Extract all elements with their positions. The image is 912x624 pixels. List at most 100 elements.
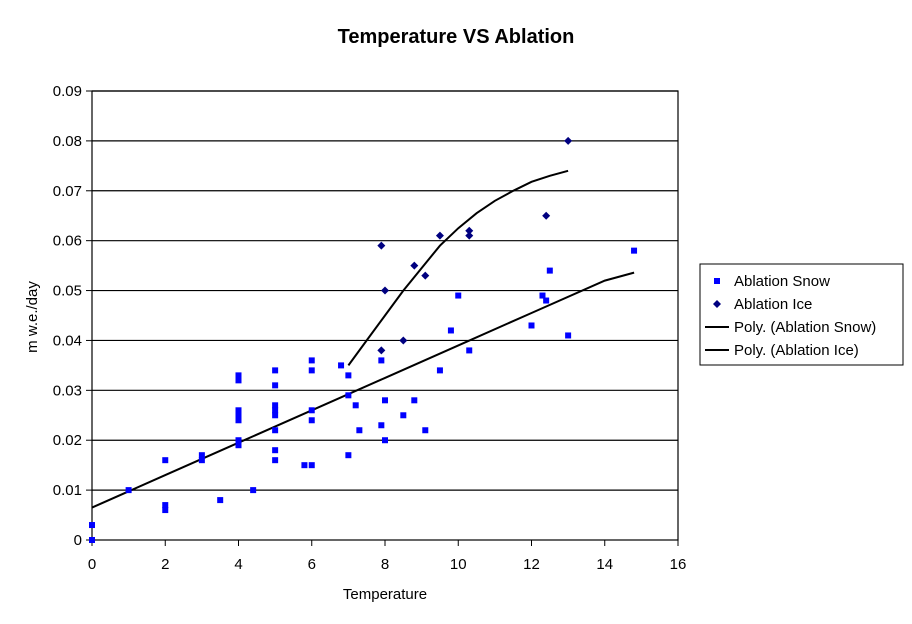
- y-tick-label: 0.06: [53, 233, 82, 250]
- legend-label: Poly. (Ablation Snow): [734, 319, 876, 336]
- ice-point: [377, 346, 386, 355]
- snow-point: [235, 442, 242, 449]
- snow-point: [539, 292, 546, 299]
- legend: Ablation Snow Ablation Ice Poly. (Ablation…: [699, 263, 904, 366]
- snow-point: [125, 487, 132, 494]
- snow-point: [308, 367, 315, 374]
- snow-point: [272, 367, 279, 374]
- snow-point: [235, 372, 242, 379]
- plot-frame: [91, 90, 679, 541]
- x-tick-label: 16: [670, 556, 687, 573]
- snow-point: [308, 357, 315, 364]
- snow-point: [565, 332, 572, 339]
- y-tick-label: 0.07: [53, 183, 82, 200]
- snow-point: [400, 412, 407, 419]
- legend-label: Ablation Ice: [734, 296, 812, 313]
- x-tick-label: 0: [88, 556, 96, 573]
- ice-point: [377, 241, 386, 250]
- snow-point: [466, 347, 473, 354]
- ice-point: [399, 336, 408, 345]
- snow-point: [411, 397, 418, 404]
- snow-point: [235, 412, 242, 419]
- legend-label: Ablation Snow: [734, 273, 830, 290]
- snow-point: [378, 357, 385, 364]
- snow-point: [89, 537, 95, 543]
- snow-point: [345, 372, 352, 379]
- y-tick-label: 0.09: [53, 83, 82, 100]
- snow-point: [272, 427, 279, 434]
- x-tick-label: 12: [523, 556, 540, 573]
- y-tick-label: 0.08: [53, 133, 82, 150]
- snow-point: [217, 497, 224, 504]
- ice-point: [381, 286, 389, 295]
- ice-point: [465, 226, 474, 235]
- x-tick-label: 14: [596, 556, 613, 573]
- snow-point: [235, 407, 242, 414]
- y-tick-label: 0.04: [53, 332, 82, 349]
- snow-point: [89, 522, 95, 529]
- legend-label: Poly. (Ablation Ice): [734, 342, 859, 359]
- snow-point: [543, 297, 550, 304]
- legend-box: [699, 263, 904, 366]
- x-axis-label: Temperature: [343, 586, 427, 603]
- snow-point: [356, 427, 363, 434]
- snow-point: [528, 322, 535, 329]
- snow-point: [546, 267, 553, 274]
- snow-point: [272, 402, 279, 409]
- ice-point: [410, 261, 419, 270]
- snow-point: [272, 457, 279, 464]
- legend-snow-marker: [714, 278, 720, 284]
- snow-point: [631, 247, 638, 254]
- snow-point: [162, 502, 169, 509]
- snow-point: [436, 367, 443, 374]
- y-tick-label: 0.05: [53, 283, 82, 300]
- trendline-snow: [91, 271, 635, 509]
- snow-point: [162, 507, 169, 514]
- chart-title: Temperature VS Ablation: [338, 26, 575, 48]
- snow-point: [198, 452, 205, 459]
- snow-point: [352, 402, 359, 409]
- plot-layer: 0 0.01 0.02 0.03 0.04 0.05 0.06 0.07 0.08 0.09 0 2 4…: [53, 83, 687, 573]
- snow-point: [378, 422, 385, 429]
- snow-point: [301, 462, 308, 469]
- snow-point: [272, 412, 279, 419]
- x-tick-label: 2: [161, 556, 169, 573]
- y-tick-label: 0.01: [53, 482, 82, 499]
- snow-point: [447, 327, 454, 334]
- snow-point: [345, 392, 352, 399]
- y-tick-label: 0.03: [53, 382, 82, 399]
- legend-ice-marker: [713, 300, 721, 308]
- snow-point: [338, 362, 345, 369]
- snow-point: [308, 417, 315, 424]
- snow-point: [235, 377, 242, 384]
- snow-point: [382, 437, 388, 444]
- snow-point: [308, 462, 315, 469]
- snow-point: [272, 407, 279, 414]
- snow-point: [308, 407, 315, 414]
- y-tick-label: 0: [74, 532, 82, 549]
- snow-point: [422, 427, 429, 434]
- snow-point: [162, 457, 169, 464]
- ice-point: [465, 231, 474, 240]
- x-tick-label: 8: [381, 556, 389, 573]
- snow-point: [455, 292, 462, 299]
- x-tick-label: 10: [450, 556, 467, 573]
- ice-point: [564, 136, 573, 145]
- snow-point: [272, 382, 279, 389]
- ice-point: [421, 271, 430, 280]
- snow-point: [235, 417, 242, 424]
- snow-point: [250, 487, 257, 494]
- x-tick-label: 6: [308, 556, 316, 573]
- ice-point: [435, 231, 444, 240]
- y-axis-label: m w.e./day: [24, 281, 41, 353]
- trendline-ice: [347, 169, 569, 366]
- y-tick-label: 0.02: [53, 432, 82, 449]
- ice-point: [542, 211, 551, 220]
- snow-point: [198, 457, 205, 464]
- snow-point: [345, 452, 352, 459]
- snow-point: [382, 397, 388, 404]
- x-tick-label: 4: [234, 556, 242, 573]
- snow-point: [272, 447, 279, 454]
